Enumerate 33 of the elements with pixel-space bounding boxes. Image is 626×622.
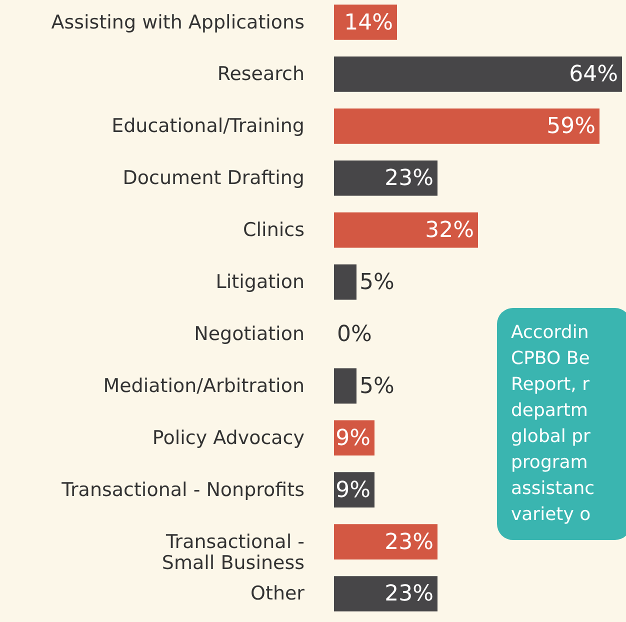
data-label: 64% xyxy=(569,62,618,88)
y-tick-label: Policy Advocacy xyxy=(152,426,304,449)
bar xyxy=(334,264,356,300)
bar xyxy=(334,576,438,612)
y-tick-label: Clinics xyxy=(243,219,304,242)
y-tick-label: Research xyxy=(217,63,304,86)
data-label: 32% xyxy=(425,218,474,244)
data-label: 59% xyxy=(546,114,596,140)
y-tick-label: Assisting with Applications xyxy=(51,11,304,34)
data-label: 23% xyxy=(384,582,434,607)
bar xyxy=(334,56,622,92)
y-tick-label: Negotiation xyxy=(194,322,304,345)
y-tick-label: Mediation/Arbitration xyxy=(103,374,304,397)
bar xyxy=(334,108,600,144)
data-label: 9% xyxy=(336,478,370,503)
bar xyxy=(334,160,438,196)
bar xyxy=(334,212,478,248)
bar xyxy=(334,524,438,560)
data-label: 14% xyxy=(344,10,393,36)
data-label: 5% xyxy=(360,374,394,399)
data-label: 23% xyxy=(384,166,434,192)
data-label: 9% xyxy=(336,426,370,451)
data-label: 0% xyxy=(337,322,372,347)
y-tick-label: Litigation xyxy=(216,271,304,294)
bar xyxy=(334,368,356,404)
data-label: 23% xyxy=(384,530,434,555)
annotation: Accordin CPBO Be Report, r departm global pr program assistanc variety o xyxy=(497,308,626,540)
y-tick-label: Other xyxy=(250,582,305,605)
y-tick-label: Transactional - Nonprofits xyxy=(60,478,304,501)
y-tick-label: Transactional - Small Business xyxy=(162,530,304,574)
y-tick-label: Document Drafting xyxy=(122,167,304,190)
y-tick-label: Educational/Training xyxy=(112,115,304,138)
data-label: 5% xyxy=(360,270,394,296)
